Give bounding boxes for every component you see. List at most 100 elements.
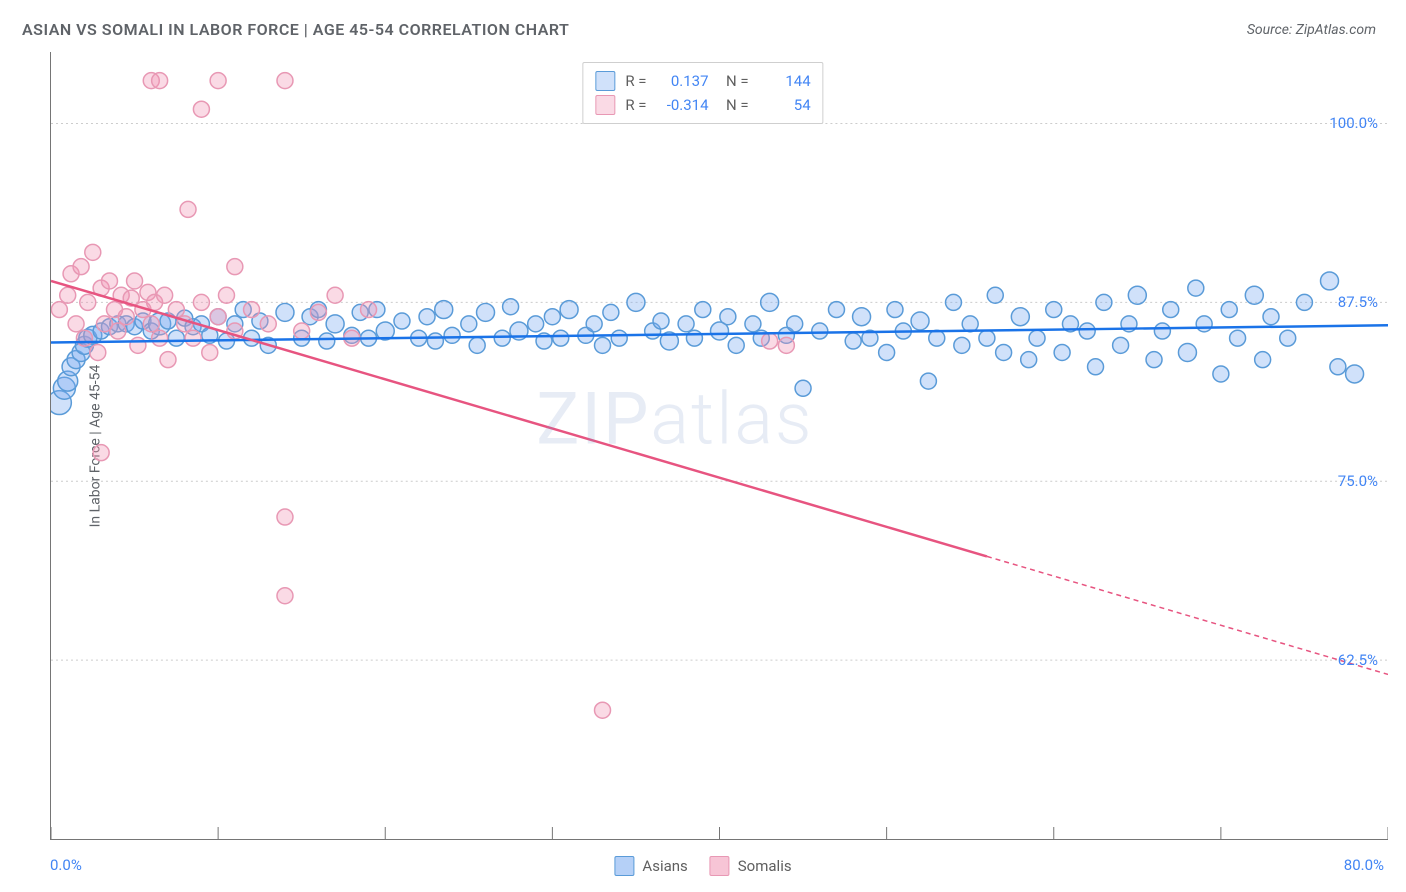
legend-swatch — [614, 856, 634, 876]
data-point — [778, 337, 794, 353]
data-point — [761, 293, 779, 311]
source-attribution: Source: ZipAtlas.com — [1247, 22, 1376, 38]
y-tick-label: 87.5% — [1338, 293, 1378, 311]
chart-svg — [51, 52, 1388, 839]
data-point — [1011, 308, 1029, 326]
data-point — [68, 316, 84, 332]
data-point — [1330, 359, 1346, 375]
data-point — [987, 287, 1003, 303]
data-point — [435, 301, 453, 319]
data-point — [461, 316, 477, 332]
data-point — [553, 330, 569, 346]
data-point — [1188, 280, 1204, 296]
data-point — [327, 287, 343, 303]
legend-label: Somalis — [738, 857, 792, 875]
data-point — [595, 337, 611, 353]
data-point — [1245, 286, 1263, 304]
data-point — [795, 380, 811, 396]
data-point — [853, 308, 871, 326]
y-tick-label: 75.0% — [1338, 472, 1378, 490]
data-point — [1321, 272, 1339, 290]
data-point — [93, 445, 109, 461]
data-point — [1221, 302, 1237, 318]
legend-swatch — [595, 71, 615, 91]
data-point — [319, 333, 335, 349]
data-point — [595, 702, 611, 718]
chart-plot-area — [50, 52, 1388, 840]
data-point — [118, 309, 134, 325]
data-point — [444, 327, 460, 343]
data-point — [979, 330, 995, 346]
y-tick-label: 62.5% — [1338, 651, 1378, 669]
data-point — [202, 345, 218, 361]
data-point — [294, 323, 310, 339]
data-point — [469, 337, 485, 353]
data-point — [1146, 352, 1162, 368]
data-point — [812, 323, 828, 339]
correlation-legend: R =0.137 N =144R =-0.314 N =54 — [582, 62, 823, 124]
data-point — [277, 73, 293, 89]
data-point — [1046, 302, 1062, 318]
data-point — [180, 201, 196, 217]
chart-title: ASIAN VS SOMALI IN LABOR FORCE | AGE 45-… — [22, 20, 569, 39]
data-point — [653, 313, 669, 329]
data-point — [326, 315, 344, 333]
data-point — [494, 330, 510, 346]
data-point — [419, 309, 435, 325]
data-point — [260, 316, 276, 332]
data-point — [157, 287, 173, 303]
data-point — [1255, 352, 1271, 368]
data-point — [185, 330, 201, 346]
data-point — [51, 302, 67, 318]
data-point — [310, 304, 326, 320]
legend-item: Somalis — [710, 856, 792, 876]
data-point — [90, 345, 106, 361]
data-point — [1296, 294, 1312, 310]
data-point — [1263, 309, 1279, 325]
series-legend: Asians Somalis — [614, 856, 791, 876]
data-point — [887, 302, 903, 318]
data-point — [152, 330, 168, 346]
data-point — [244, 302, 260, 318]
data-point — [193, 101, 209, 117]
data-point — [911, 312, 929, 330]
data-point — [1230, 330, 1246, 346]
data-point — [787, 316, 803, 332]
data-point — [586, 316, 602, 332]
trend-line-extrapolated — [987, 556, 1388, 674]
data-point — [127, 273, 143, 289]
data-point — [218, 287, 234, 303]
data-point — [996, 345, 1012, 361]
data-point — [277, 588, 293, 604]
data-point — [1346, 365, 1364, 383]
legend-swatch — [710, 856, 730, 876]
legend-row: R =0.137 N =144 — [595, 69, 810, 93]
data-point — [1196, 316, 1212, 332]
data-point — [168, 330, 184, 346]
data-point — [954, 337, 970, 353]
data-point — [73, 259, 89, 275]
data-point — [1280, 330, 1296, 346]
data-point — [920, 373, 936, 389]
data-point — [678, 316, 694, 332]
data-point — [80, 294, 96, 310]
data-point — [1213, 366, 1229, 382]
data-point — [611, 330, 627, 346]
data-point — [1154, 323, 1170, 339]
data-point — [477, 303, 495, 321]
legend-swatch — [595, 95, 615, 115]
data-point — [152, 73, 168, 89]
data-point — [945, 294, 961, 310]
data-point — [1128, 286, 1146, 304]
data-point — [528, 316, 544, 332]
data-point — [227, 259, 243, 275]
data-point — [1021, 352, 1037, 368]
data-point — [686, 330, 702, 346]
data-point — [427, 333, 443, 349]
data-point — [60, 287, 76, 303]
data-point — [130, 337, 146, 353]
legend-row: R =-0.314 N =54 — [595, 93, 810, 117]
legend-label: Asians — [642, 857, 687, 875]
data-point — [143, 316, 159, 332]
data-point — [1113, 337, 1129, 353]
